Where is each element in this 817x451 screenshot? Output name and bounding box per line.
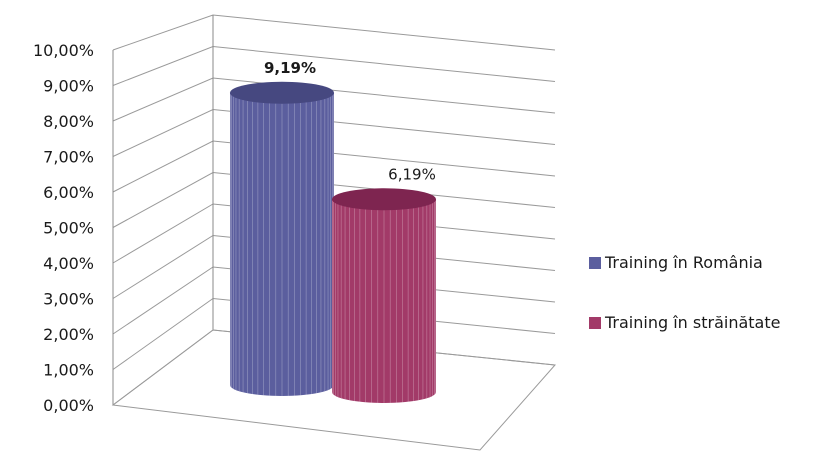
y-tick-label: 3,00% [43, 290, 94, 309]
y-tick-label: 10,00% [33, 41, 94, 60]
data-label: 9,19% [264, 59, 316, 77]
legend: Training în România Training în străinăta… [589, 253, 780, 332]
bar-1 [331, 188, 437, 403]
y-tick-label: 6,00% [43, 183, 94, 202]
floor-plane [111, 329, 557, 451]
axes [111, 15, 557, 451]
y-tick-label: 0,00% [43, 396, 94, 415]
bar-top [230, 81, 334, 104]
bar-top [332, 188, 436, 211]
bars [229, 81, 437, 403]
y-tick-label: 2,00% [43, 325, 94, 344]
legend-swatch [589, 317, 601, 329]
bar-body [332, 199, 436, 403]
bar-facets [331, 200, 437, 403]
bar-facets [229, 94, 335, 396]
legend-swatch [589, 257, 601, 269]
bar-0 [229, 81, 335, 396]
gridline [112, 14, 556, 51]
y-tick-label: 7,00% [43, 148, 94, 167]
legend-label: Training în străinătate [604, 313, 780, 332]
y-tick-label: 9,00% [43, 77, 94, 96]
y-tick-label: 4,00% [43, 254, 94, 273]
data-label: 6,19% [388, 165, 436, 183]
bar-body [230, 92, 334, 396]
gridline [112, 45, 556, 86]
legend-label: Training în România [604, 253, 763, 272]
y-axis-ticks: 0,00% 1,00% 2,00% 3,00% 4,00% 5,00% 6,00% 7,00%… [33, 41, 94, 415]
data-labels: 9,19% 6,19% [264, 59, 436, 184]
y-tick-label: 8,00% [43, 112, 94, 131]
y-tick-label: 1,00% [43, 361, 94, 380]
y-tick-label: 5,00% [43, 219, 94, 238]
